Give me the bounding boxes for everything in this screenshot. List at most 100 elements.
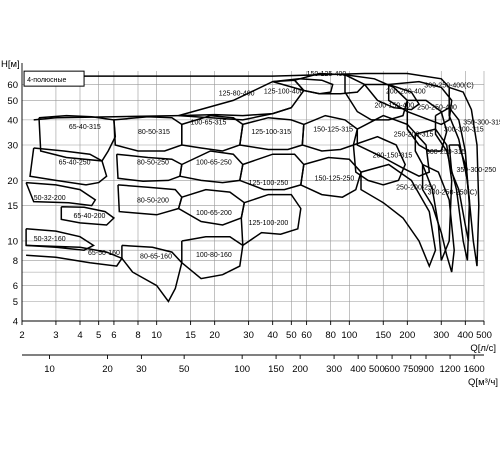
legend-label: 4-полюсные xyxy=(27,77,66,84)
x-tick-label: 80 xyxy=(325,330,336,341)
pump-label: 80-50-250 xyxy=(137,159,169,166)
pump-curve xyxy=(344,74,409,121)
pump-label: 250-250-400 xyxy=(417,105,457,112)
pump-label: 125-100-400 xyxy=(264,89,304,96)
x2-tick-label: 100 xyxy=(234,364,250,375)
pump-label: 250-200-250 xyxy=(396,185,436,192)
pump-curve xyxy=(38,114,117,162)
x-tick-label: 10 xyxy=(151,330,162,341)
y-axis-title: H[м] xyxy=(1,59,20,70)
legend-box xyxy=(23,70,85,87)
pump-label: 65-40-200 xyxy=(73,213,105,220)
pump-labels: 65-40-315 65-40-250 50-32-200 65-40-200 50-3… xyxy=(34,71,500,260)
x2-tick-label: 30 xyxy=(136,364,147,375)
x-tick-label: 5 xyxy=(96,330,101,341)
pump-label: 300-300-315 xyxy=(444,127,484,134)
pump-label: 125-100-200 xyxy=(249,220,289,227)
pump-curve xyxy=(26,244,124,267)
y-tick-label: 50 xyxy=(7,96,18,107)
pump-label: 300-250-250(C) xyxy=(428,190,477,197)
y-tick-label: 60 xyxy=(7,80,18,91)
pump-label: 300-250-400(C) xyxy=(424,82,473,89)
pump-curve xyxy=(33,106,292,121)
pump-curve xyxy=(421,163,455,273)
pump-curve xyxy=(406,99,448,152)
pump-curve xyxy=(240,193,302,247)
x2-tick-label: 750 xyxy=(403,364,419,375)
x2-tick-label: 50 xyxy=(179,364,190,375)
x-tick-label: 6 xyxy=(111,330,116,341)
x-tick-label: 150 xyxy=(375,330,391,341)
x-tick-label: 500 xyxy=(476,330,492,341)
pump-curve xyxy=(29,147,108,186)
x-tick-label: 300 xyxy=(433,330,449,341)
y-tick-label: 20 xyxy=(7,176,18,187)
pump-label: 250-200-315 xyxy=(394,132,434,139)
pump-curve xyxy=(448,144,471,242)
x2-tick-label: 900 xyxy=(418,364,434,375)
x2-tick-label: 300 xyxy=(326,364,342,375)
y-tick-label: 15 xyxy=(7,201,18,212)
pump-label: 150-125-400 xyxy=(307,71,347,78)
pump-label: 80-50-200 xyxy=(137,198,169,205)
pump-curve xyxy=(360,163,437,269)
legend: 4-полюсные xyxy=(23,70,85,87)
x2-tick-label: 600 xyxy=(384,364,400,375)
y-tick-label: 10 xyxy=(7,236,18,247)
x-tick-label: 4 xyxy=(77,330,82,341)
pump-curve xyxy=(60,205,116,226)
pump-label: 65-50-160 xyxy=(88,250,120,257)
pump-curve xyxy=(387,80,453,126)
pump-label: 350-300-315 xyxy=(463,119,500,126)
pump-label: 65-40-250 xyxy=(59,159,91,166)
pump-label: 80-50-315 xyxy=(138,129,170,136)
y-tick-label: 6 xyxy=(13,281,18,292)
pump-curve xyxy=(25,181,97,207)
pump-label: 300-250-315 xyxy=(426,149,466,156)
pump-curve xyxy=(181,235,244,280)
pump-curves xyxy=(24,72,480,303)
pump-curve xyxy=(299,156,362,198)
pump-label: 65-40-315 xyxy=(69,124,101,131)
y-tick-label: 5 xyxy=(13,297,18,308)
y-tick-label: 30 xyxy=(7,141,18,152)
x-tick-label: 20 xyxy=(209,330,220,341)
x2-tick-label: 400 xyxy=(350,364,366,375)
x-tick-label: 200 xyxy=(399,330,415,341)
x2-axis-title: Q[м³/ч] xyxy=(468,377,498,388)
pump-curve xyxy=(434,106,471,261)
pump-curve xyxy=(24,72,450,88)
pump-curve xyxy=(352,135,407,186)
pump-label: 100-65-200 xyxy=(196,210,232,217)
grid xyxy=(21,71,485,322)
x-tick-label: 50 xyxy=(286,330,297,341)
x-tick-label: 3 xyxy=(53,330,58,341)
pump-curve xyxy=(356,114,431,178)
x-tick-label: 15 xyxy=(185,330,196,341)
y-tick-label: 8 xyxy=(13,256,18,267)
pump-curve xyxy=(121,244,183,303)
x-tick-label: 400 xyxy=(457,330,473,341)
x2-tick-label: 1600 xyxy=(464,364,485,375)
x-tick-label: 2 xyxy=(19,330,24,341)
x2-tick-label: 150 xyxy=(268,364,284,375)
x2-tick-label: 10 xyxy=(44,364,55,375)
x-tick-label: 100 xyxy=(341,330,357,341)
x2-tick-label: 200 xyxy=(292,364,308,375)
pump-label: 100-65-315 xyxy=(191,119,227,126)
pump-label: 125-100-250 xyxy=(249,180,289,187)
pump-curve xyxy=(179,150,244,184)
x2-tick-label: 1200 xyxy=(440,364,461,375)
pump-label: 125-80-400 xyxy=(219,90,255,97)
x-tick-label: 40 xyxy=(267,330,278,341)
pump-label: 200-150-315 xyxy=(373,153,413,160)
pump-label: 150-125-315 xyxy=(313,127,353,134)
pump-curve xyxy=(178,79,305,121)
pump-curve xyxy=(115,153,183,183)
y-tick-label: 40 xyxy=(7,115,18,126)
pump-label: 200-200-400 xyxy=(386,89,426,96)
pump-label: 125-100-315 xyxy=(251,129,291,136)
pump-label: 100-80-160 xyxy=(196,252,232,259)
